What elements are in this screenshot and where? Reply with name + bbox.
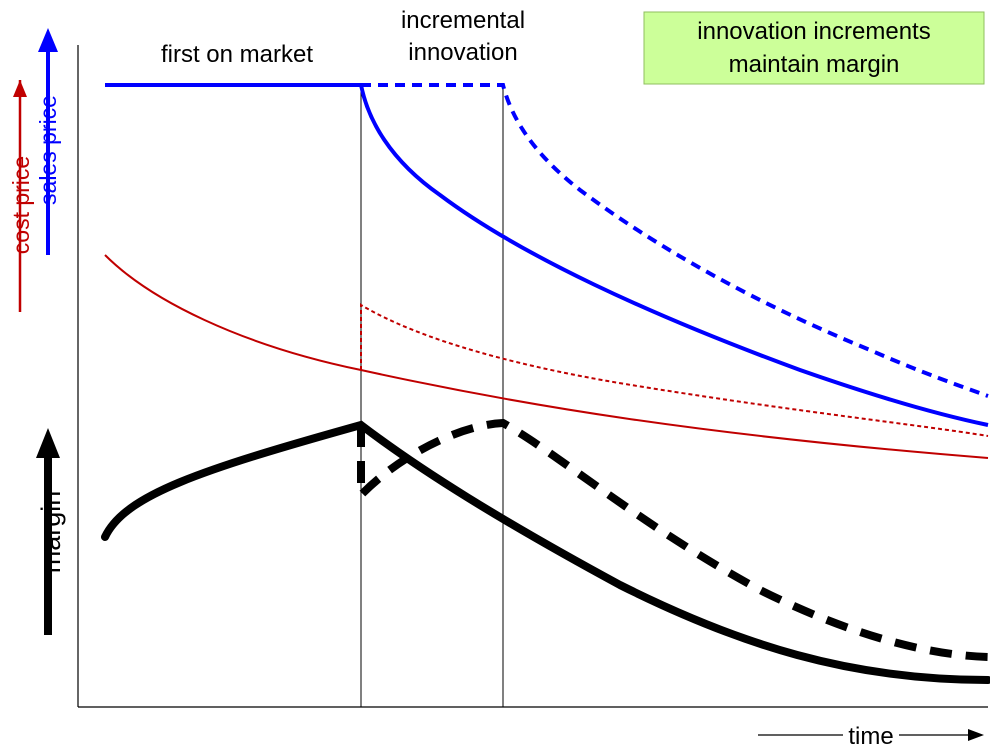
margin-curve-with-increment <box>357 418 989 661</box>
sales-price-label: sales price <box>35 95 61 205</box>
margin-label: margin <box>36 491 66 574</box>
sales-price-axis-label: sales price <box>35 28 61 255</box>
cost-price-axis-label: cost price <box>8 80 34 312</box>
margin-axis-label: margin <box>36 428 66 635</box>
incremental-innovation-label-line1: incremental <box>401 7 525 34</box>
time-label: time <box>848 723 893 750</box>
margin-curve <box>101 420 990 684</box>
first-on-market-label: first on market <box>161 41 313 68</box>
cost-price-curve-with-increment <box>360 303 989 437</box>
sales-price-curve-with-increment <box>361 83 989 398</box>
callout-box: innovation increments maintain margin <box>643 11 985 85</box>
incremental-innovation-label-line2: innovation <box>408 39 517 66</box>
time-axis-label: time <box>758 723 984 750</box>
sales-price-arrow-icon <box>38 28 58 52</box>
sales-price-curve <box>105 83 989 427</box>
cost-price-curve <box>104 254 989 459</box>
callout-text-line1: innovation increments <box>697 18 930 45</box>
margin-arrow-icon <box>36 428 60 458</box>
cost-price-label: cost price <box>8 156 34 254</box>
time-arrow-icon <box>968 729 984 741</box>
cost-price-arrow-icon <box>13 80 27 97</box>
callout-text-line2: maintain margin <box>729 51 900 78</box>
